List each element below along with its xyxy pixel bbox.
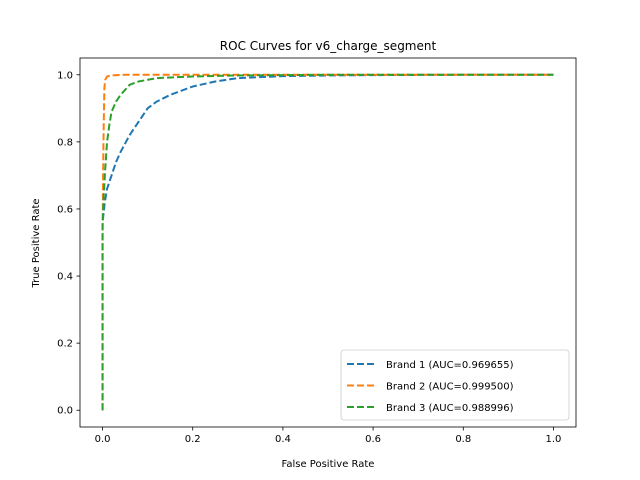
y-tick-label: 0.8 [57, 137, 73, 148]
legend-box [340, 349, 570, 421]
plot-area [101, 73, 554, 411]
y-tick-label: 1.0 [57, 70, 73, 81]
x-tick-label: 0.8 [455, 434, 471, 445]
x-tick-label: 1.0 [546, 434, 562, 445]
y-tick-label: 0.4 [57, 272, 73, 283]
y-tick-label: 0.6 [57, 204, 73, 215]
legend: Brand 1 (AUC=0.969655) Brand 2 (AUC=0.999… [340, 349, 570, 421]
x-axis: 0.0 0.2 0.4 0.6 0.8 1.0 [95, 427, 562, 445]
x-tick-label: 0.2 [185, 434, 201, 445]
axes-frame [79, 57, 577, 428]
series-line-2 [101, 73, 554, 411]
x-tick-label: 0.6 [365, 434, 381, 445]
x-tick-label: 0.0 [95, 434, 111, 445]
legend-label-1: Brand 1 (AUC=0.969655) [386, 360, 514, 371]
y-axis: 0.0 0.2 0.4 0.6 0.8 1.0 [57, 70, 80, 417]
series-line-3 [101, 73, 554, 411]
chart-title: ROC Curves for v6_charge_segment [220, 39, 437, 53]
y-tick-label: 0.0 [57, 406, 73, 417]
x-axis-label: False Positive Rate [282, 459, 375, 470]
legend-label-3: Brand 3 (AUC=0.988996) [386, 403, 514, 414]
y-axis-label: True Positive Rate [31, 198, 42, 288]
legend-label-2: Brand 2 (AUC=0.999500) [386, 382, 514, 393]
y-tick-label: 0.2 [57, 339, 73, 350]
x-tick-label: 0.4 [275, 434, 291, 445]
